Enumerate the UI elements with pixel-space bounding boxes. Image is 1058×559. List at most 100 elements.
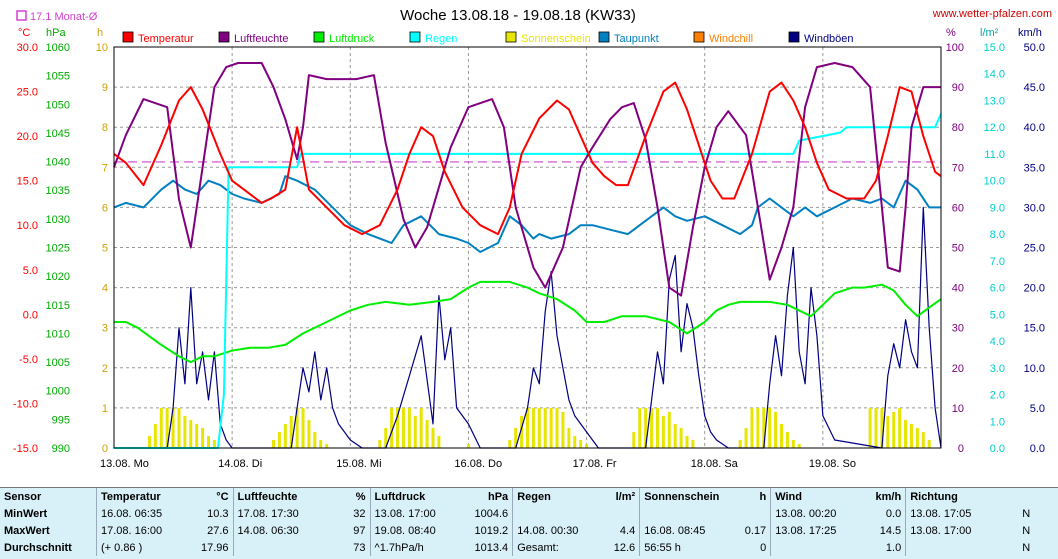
sunshine-bar xyxy=(549,407,553,448)
stats-row: MaxWert 17.08. 16:00 27.6 14.08. 06:30 97 19.… xyxy=(0,522,1034,539)
sunshine-bar xyxy=(685,435,689,448)
legend-label: Taupunkt xyxy=(614,33,659,45)
hours-tick-label: 3 xyxy=(102,323,108,335)
sunshine-bar xyxy=(195,423,199,448)
sunshine-bar xyxy=(425,419,429,448)
stats-cell: Sensor xyxy=(4,490,42,503)
rain-tick-label: 14.0 xyxy=(984,69,1005,81)
stats-cell: 14.5 xyxy=(879,524,902,537)
hours-tick-label: 2 xyxy=(102,363,108,375)
stats-cell: 97 xyxy=(353,524,366,537)
sunshine-bar xyxy=(543,407,547,448)
sunshine-bar xyxy=(756,407,760,448)
stats-cell: N xyxy=(1022,541,1031,554)
axis-ticks: 30.025.020.015.010.05.00.0-5.0-10.0-15.0… xyxy=(13,42,1045,470)
stats-cell: 14.08. 06:30 xyxy=(232,522,342,539)
monthly-avg-marker xyxy=(16,10,27,21)
sunshine-bar xyxy=(868,407,872,448)
sunshine-bar xyxy=(673,423,677,448)
sunshine-bar xyxy=(153,423,157,448)
stats-cell xyxy=(740,505,771,522)
temp-tick-label: 30.0 xyxy=(17,42,38,54)
dewpoint-line xyxy=(113,175,941,253)
stats-cell: ^1.7hPa/h xyxy=(369,539,471,556)
stats-cell: l/m² xyxy=(615,490,636,503)
stats-cell: 73 xyxy=(353,541,366,554)
pressure-tick-label: 1015 xyxy=(46,300,70,312)
stats-row: Durchschnitt (+ 0.86 ) 17.96 73 ^1.7hPa/h 101… xyxy=(0,539,1034,556)
sunshine-bar xyxy=(573,435,577,448)
wind-tick-label: 10.0 xyxy=(1024,363,1045,375)
legend-label: Temperatur xyxy=(138,33,194,45)
sunshine-bar xyxy=(171,407,175,448)
pressure-tick-label: 1030 xyxy=(46,214,70,226)
stats-cell: 10.3 xyxy=(207,507,229,520)
humidity-tick-label: 30 xyxy=(952,323,964,335)
sunshine-bar xyxy=(744,427,748,448)
stats-cell: hPa xyxy=(488,490,509,503)
day-tick-label: 15.08. Mi xyxy=(336,458,381,470)
sunshine-bar xyxy=(886,415,890,448)
sunshine-bar xyxy=(768,407,772,448)
temp-tick-label: 20.0 xyxy=(17,131,38,143)
pressure-tick-label: 1055 xyxy=(46,71,70,83)
sunshine-bar xyxy=(384,427,388,448)
humidity-tick-label: 40 xyxy=(952,283,964,295)
pressure-tick-label: 995 xyxy=(52,414,70,426)
website-link[interactable]: www.wetter-pfalzen.com xyxy=(932,8,1052,20)
sunshine-bar xyxy=(785,431,789,448)
stats-cell: 13.08. 17:00 xyxy=(369,505,471,522)
stats-cell: Gesamt: xyxy=(512,539,606,556)
wind-tick-label: 20.0 xyxy=(1024,283,1045,295)
sunshine-bar xyxy=(898,407,902,448)
sunshine-bar xyxy=(147,435,151,448)
sunshine-bar xyxy=(277,431,281,448)
stats-cell: Regen xyxy=(512,488,606,505)
stats-cell xyxy=(605,505,640,522)
humidity-line xyxy=(113,62,941,297)
temp-tick-label: 5.0 xyxy=(23,265,38,277)
rain-tick-label: 5.0 xyxy=(990,309,1005,321)
sunshine-bar xyxy=(325,443,329,448)
sunshine-bar xyxy=(780,423,784,448)
humidity-tick-label: 90 xyxy=(952,82,964,94)
sunshine-bar xyxy=(407,407,411,448)
day-tick-label: 16.08. Do xyxy=(454,458,502,470)
legend-swatch xyxy=(598,31,610,43)
sunshine-bar xyxy=(909,423,913,448)
sunshine-bar xyxy=(915,427,919,448)
chart-grid xyxy=(114,47,941,448)
stats-cell: 19.08. 08:40 xyxy=(369,522,471,539)
legend-label: Windböen xyxy=(804,33,854,45)
sunshine-bar xyxy=(177,407,181,448)
chart-title: Woche 13.08.18 - 19.08.18 (KW33) xyxy=(400,7,636,24)
sunshine-bar xyxy=(567,427,571,448)
stats-cell: 12.6 xyxy=(613,541,636,554)
sunshine-bar xyxy=(537,407,541,448)
day-tick-label: 13.08. Mo xyxy=(100,458,149,470)
sunshine-bar xyxy=(661,415,665,448)
sunshine-bar xyxy=(520,415,524,448)
stats-cell: 16.08. 06:35 xyxy=(96,505,197,522)
temp-tick-label: -5.0 xyxy=(19,354,38,366)
hours-tick-label: 8 xyxy=(102,122,108,134)
sunshine-bar xyxy=(679,427,683,448)
temperature-line xyxy=(113,81,942,236)
sunshine-bar xyxy=(207,435,211,448)
day-tick-label: 18.08. Sa xyxy=(691,458,739,470)
stats-cell: % xyxy=(355,490,366,503)
stats-cell: Luftdruck xyxy=(369,488,471,505)
pressure-tick-label: 1045 xyxy=(46,128,70,140)
wind-tick-label: 0.0 xyxy=(1030,443,1045,455)
sunshine-bar xyxy=(396,407,400,448)
wind-tick-label: 35.0 xyxy=(1024,162,1045,174)
stats-cell: km/h xyxy=(875,490,902,503)
sunshine-bar xyxy=(526,407,529,448)
humidity-tick-label: 60 xyxy=(952,202,964,214)
sunshine-bar xyxy=(892,411,896,448)
wind-tick-label: 30.0 xyxy=(1024,202,1045,214)
stats-cell: 14.08. 00:30 xyxy=(512,522,606,539)
sunshine-bar xyxy=(431,427,435,448)
stats-cell: 4.4 xyxy=(619,524,636,537)
sunshine-bar xyxy=(508,439,512,448)
